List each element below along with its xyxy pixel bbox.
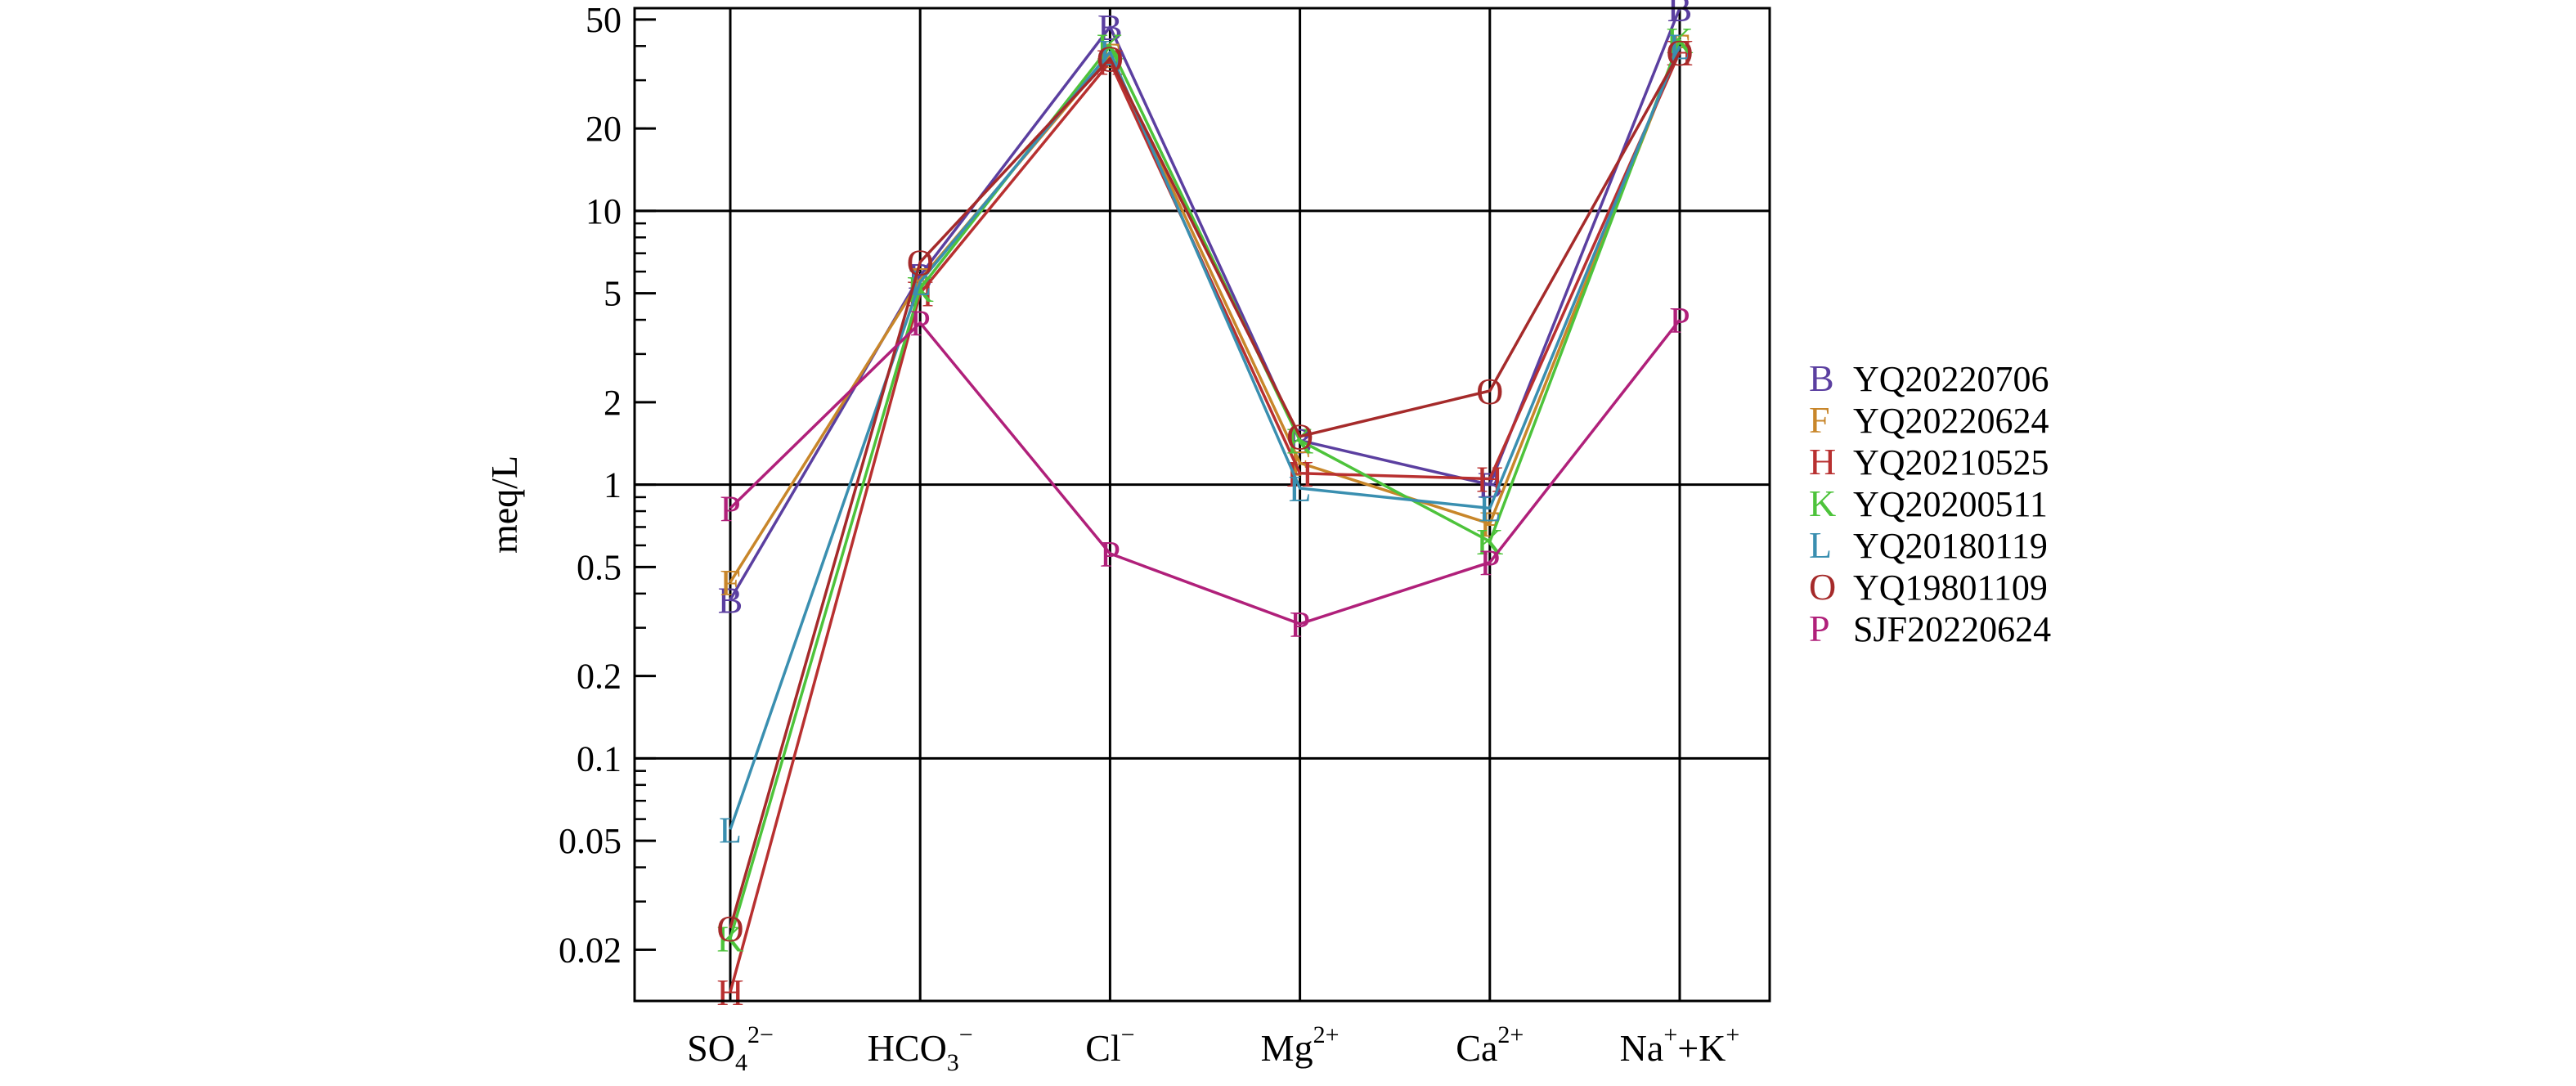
legend-marker: F	[1809, 399, 1830, 441]
legend-marker: P	[1809, 608, 1830, 649]
series-marker: P	[720, 487, 741, 529]
x-category-label: Cl−	[1085, 1021, 1134, 1069]
series-marker: L	[719, 809, 742, 850]
x-category-label: Mg2+	[1261, 1021, 1340, 1069]
series-line	[729, 52, 1681, 993]
series-marker: H	[716, 972, 743, 1013]
series-marker: O	[907, 241, 934, 283]
legend: B YQ20220706 F YQ20220624 H YQ20210525 K YQ2020…	[1809, 357, 2051, 649]
series-marker: F	[1290, 442, 1311, 484]
series-marker: P	[909, 303, 931, 344]
series-marker: P	[1479, 542, 1501, 584]
legend-series-name: YQ20220624	[1853, 401, 2049, 441]
series-marker: O	[716, 908, 743, 949]
series-marker: O	[1097, 38, 1124, 80]
series-marker: F	[720, 562, 741, 604]
legend-marker: K	[1809, 482, 1836, 524]
y-axis: 50 20 10 5 2 1 0.5 0.2 0.1 0.05 0.02	[559, 0, 656, 970]
y-tick-label: 50	[586, 0, 622, 40]
series-marker: B	[1097, 7, 1123, 48]
legend-series-name: SJF20220624	[1853, 609, 2051, 649]
series-marker: L	[909, 262, 931, 303]
y-tick-label: 0.05	[559, 821, 622, 861]
series-marker: K	[1476, 521, 1503, 563]
y-tick-label: 10	[586, 191, 622, 231]
series-marker: L	[1479, 487, 1501, 529]
series-line	[729, 45, 1681, 583]
series-marker: L	[1289, 468, 1312, 509]
series-marker: P	[1669, 299, 1690, 341]
legend-marker: B	[1809, 357, 1834, 399]
series-marker: O	[1476, 370, 1503, 412]
legend-marker: O	[1809, 566, 1836, 608]
y-tick-label: 0.1	[577, 738, 622, 779]
y-tick-label: 20	[586, 109, 622, 149]
series-line	[729, 318, 1681, 626]
legend-series-name: YQ20210525	[1853, 442, 2049, 482]
series-line	[729, 39, 1681, 940]
series-marker: P	[1290, 604, 1311, 645]
x-axis: SO42− HCO3− Cl− Mg2+ Ca2+ Na++K+	[687, 1021, 1739, 1076]
series-marker: B	[718, 579, 743, 621]
series-marker: B	[1667, 0, 1693, 29]
series-marker: L	[1668, 25, 1691, 67]
y-axis-title: meq/L	[483, 455, 525, 554]
x-category-label: Na++K+	[1620, 1021, 1740, 1069]
legend-series-name: YQ20180119	[1853, 526, 2048, 566]
series-marker: O	[1286, 416, 1313, 458]
x-category-label: SO42−	[687, 1021, 774, 1076]
y-tick-label: 2	[604, 383, 622, 423]
grid	[635, 8, 1770, 1001]
legend-series-name: YQ20200511	[1853, 484, 2048, 524]
plot-frame	[633, 7, 1771, 1003]
series-line	[729, 45, 1681, 830]
series-line	[729, 51, 1681, 929]
series-marker: O	[1666, 32, 1693, 74]
legend-marker: H	[1809, 441, 1836, 482]
y-tick-label: 0.02	[559, 930, 622, 970]
series-marker: K	[1286, 420, 1313, 462]
y-tick-label: 0.5	[577, 547, 622, 587]
series-marker: H	[1476, 459, 1503, 500]
y-tick-label: 1	[604, 465, 622, 505]
x-category-label: Ca2+	[1456, 1021, 1524, 1069]
legend-marker: L	[1809, 524, 1832, 566]
legend-series-name: YQ19801109	[1853, 568, 2048, 608]
x-category-label: HCO3−	[868, 1021, 973, 1076]
y-tick-label: 5	[604, 274, 622, 314]
y-tick-label: 0.2	[577, 657, 622, 697]
series-marker: P	[1100, 533, 1121, 575]
legend-series-name: YQ20220706	[1853, 359, 2049, 399]
